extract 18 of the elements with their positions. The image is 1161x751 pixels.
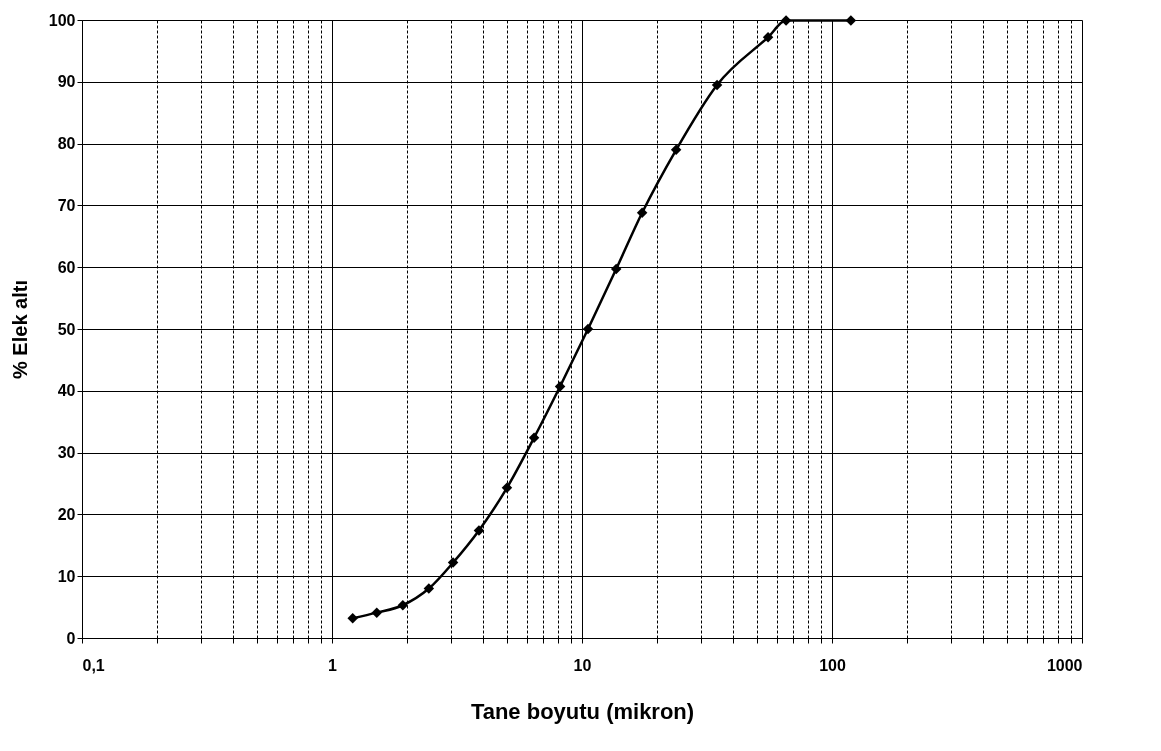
y-tick-label: 10 <box>57 567 76 585</box>
y-tick-label: 20 <box>57 505 76 523</box>
y-tick-label: 50 <box>57 320 76 338</box>
x-tick-label: 1000 <box>1046 656 1083 674</box>
x-tick-label: 1 <box>328 656 338 674</box>
y-tick-label: 90 <box>57 73 76 91</box>
y-tick-label: 0 <box>66 629 76 647</box>
y-tick-label: 70 <box>57 196 76 214</box>
x-axis-title: Tane boyutu (mikron) <box>470 698 695 724</box>
y-tick-label: 80 <box>57 135 76 153</box>
y-tick-label: 30 <box>57 444 76 462</box>
y-axis-title: % Elek altı <box>8 280 31 379</box>
x-tick-label: 100 <box>819 656 846 674</box>
y-tick-label: 60 <box>57 258 76 276</box>
y-tick-label: 100 <box>48 11 76 29</box>
y-tick-label: 40 <box>57 382 76 400</box>
x-tick-label: 10 <box>573 656 592 674</box>
x-tick-label: 0,1 <box>82 656 105 674</box>
